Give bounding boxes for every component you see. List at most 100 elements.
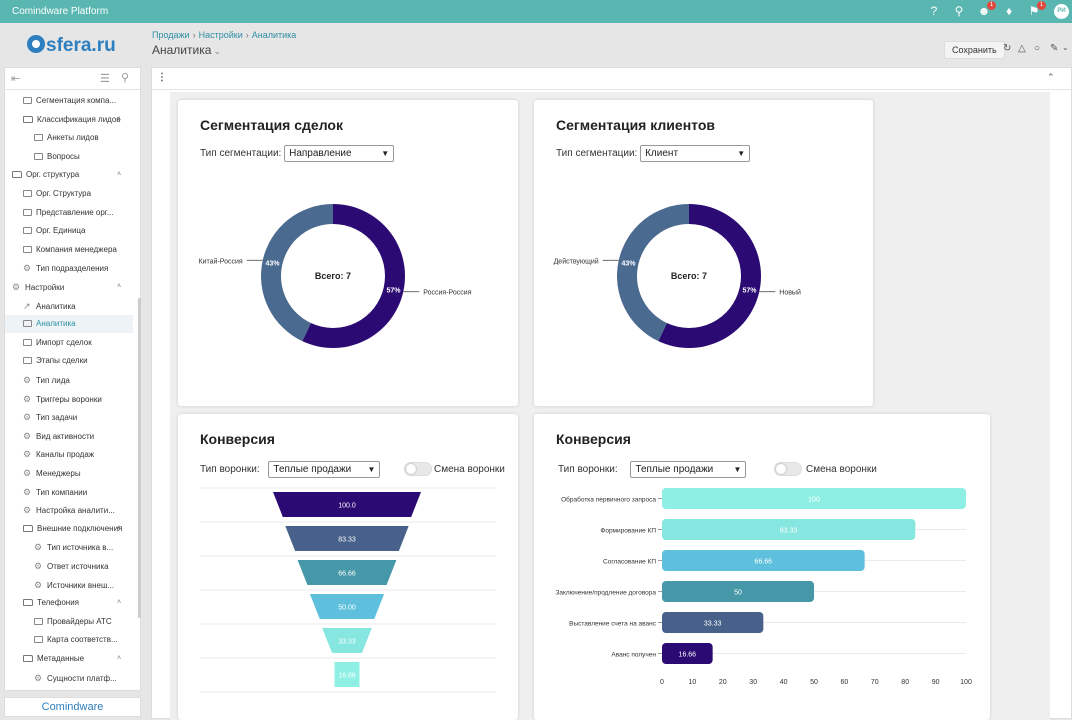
sidebar-item[interactable]: Внешние подключения ˄ — [5, 520, 133, 538]
conversion-funnel-chart: 100.0 83.33 66.66 50.00 33.33 16.66 — [200, 487, 496, 693]
change-funnel-toggle[interactable] — [404, 462, 432, 476]
flag-icon[interactable]: ⚑ 1 — [1027, 1, 1046, 18]
gear-icon: ⚙ — [12, 282, 21, 292]
save-button[interactable]: Сохранить — [944, 41, 1005, 59]
bar[interactable] — [662, 550, 865, 571]
sidebar-item[interactable]: ↗ Аналитика — [5, 297, 133, 315]
list-view-icon[interactable]: ☰ — [100, 73, 110, 85]
slice-percent-label: 57% — [386, 288, 401, 295]
funnel-segment[interactable] — [297, 560, 397, 585]
sidebar-item[interactable]: ⚙ Тип задачи — [5, 408, 133, 426]
search-icon[interactable]: ⚲ — [121, 72, 130, 84]
sidebar-item[interactable]: Карта соответств... — [5, 631, 133, 649]
donut-slice[interactable] — [617, 204, 689, 342]
bar[interactable] — [662, 612, 764, 633]
sidebar-item[interactable]: ⚙ Настройка аналити... — [5, 501, 133, 519]
sidebar-item[interactable]: ⚙ Менеджеры — [5, 464, 133, 482]
segmentation-type-select[interactable]: Направление ▼ — [284, 145, 395, 162]
sidebar-item[interactable]: ⚙ Тип компании — [5, 483, 133, 501]
gear-icon: ⚙ — [23, 430, 32, 441]
segmentation-type-label: Тип сегментации: — [200, 148, 282, 160]
collapse-sidebar-icon[interactable]: ⇤ — [11, 73, 21, 85]
breadcrumb-item[interactable]: Аналитика — [251, 30, 297, 40]
more-options-icon[interactable]: ⋮ — [157, 72, 167, 83]
sidebar-item[interactable]: ⚙ Каналы продаж — [5, 445, 133, 463]
sidebar-item-label: Метаданные — [37, 654, 85, 663]
bar[interactable] — [662, 581, 814, 602]
sidebar-item[interactable]: Импорт сделок — [5, 334, 133, 352]
chevron-down-icon[interactable]: ⌄ — [1062, 43, 1069, 52]
funnel-type-select[interactable]: Теплые продажи ▼ — [268, 461, 381, 478]
funnel-segment[interactable] — [273, 492, 421, 517]
chevron-up-icon[interactable]: ⌃ — [1047, 72, 1055, 82]
bar[interactable] — [662, 488, 966, 509]
page-header: Продажи › Настройки › Аналитика Аналитика ⌄ С… — [148, 23, 1072, 67]
sidebar-scrollbar[interactable] — [138, 298, 141, 618]
sidebar-item[interactable]: Телефония ˄ — [5, 594, 133, 612]
sidebar-item[interactable]: ⚙ Сущности платф... — [5, 669, 133, 687]
breadcrumb-item[interactable]: Настройки — [198, 30, 243, 40]
card-title: Сегментация сделок — [200, 117, 343, 133]
sidebar-item[interactable]: Компания менеджера — [5, 241, 133, 259]
x-tick-label: 70 — [871, 679, 879, 686]
sidebar-item[interactable]: ⚙ Тип лида — [5, 371, 133, 389]
sidebar-item[interactable]: ⚙ Источники внеш... — [5, 576, 133, 594]
sidebar-item[interactable]: Аналитика — [5, 315, 133, 334]
warning-icon[interactable]: △ — [1018, 43, 1026, 54]
bar-category-label: Обработка первичного запроса — [561, 496, 656, 504]
gear-icon: ⚙ — [23, 486, 32, 497]
table-icon — [23, 227, 32, 235]
sidebar-item[interactable]: ⚙ Тип подразделения — [5, 259, 133, 277]
sidebar-item[interactable]: Метаданные ˄ — [5, 650, 133, 668]
donut-slice[interactable] — [260, 204, 333, 342]
funnel-segment[interactable] — [285, 526, 409, 551]
comment-icon[interactable]: ○ — [1034, 43, 1041, 54]
sidebar-item[interactable]: Провайдеры АТС — [5, 613, 133, 631]
sidebar-item[interactable]: ⚙ Настройки ˄ — [5, 278, 133, 296]
bar[interactable] — [662, 643, 713, 664]
segmentation-type-select[interactable]: Клиент ▼ — [640, 145, 751, 162]
sidebar-item[interactable]: ⚙ Тип источника в... — [5, 538, 133, 556]
bell-icon[interactable]: ♦ — [1005, 4, 1013, 18]
help-icon[interactable]: ? — [930, 4, 938, 18]
chevron-up-icon[interactable]: ˄ — [117, 171, 122, 179]
sidebar-item[interactable]: Представление орг... — [5, 204, 133, 222]
sidebar-item[interactable]: ⚙ Вид активности — [5, 427, 133, 445]
avatar[interactable]: РИ — [1054, 4, 1069, 19]
refresh-icon[interactable]: ↻ — [1003, 43, 1012, 54]
sidebar-item[interactable]: Орг. структура ˄ — [5, 166, 133, 184]
edit-icon[interactable]: ✎ — [1050, 43, 1059, 54]
search-icon[interactable]: ⚲ — [954, 4, 964, 18]
sidebar-item[interactable]: Орг. Структура — [5, 185, 133, 203]
chevron-up-icon[interactable]: ˄ — [117, 655, 122, 662]
chevron-up-icon[interactable]: ˄ — [117, 283, 122, 290]
donut-slice[interactable] — [658, 204, 761, 348]
sidebar-item[interactable]: Классификация лидов ˄ — [5, 111, 133, 129]
sidebar-item[interactable]: Сегментация компа... — [5, 92, 133, 110]
sidebar-item[interactable]: Этапы сделки — [5, 352, 133, 370]
chevron-up-icon[interactable]: ˄ — [117, 599, 122, 607]
sidebar-item[interactable]: Анкеты лидов — [5, 129, 133, 147]
page-title[interactable]: Аналитика ⌄ — [152, 43, 221, 57]
funnel-segment[interactable] — [322, 628, 372, 653]
sidebar-item[interactable]: Вопросы — [5, 148, 133, 166]
funnel-type-select[interactable]: Теплые продажи ▼ — [630, 461, 747, 478]
sidebar-item[interactable]: Орг. Единица — [5, 222, 133, 240]
flags-badge: 1 — [1037, 1, 1046, 10]
chevron-up-icon[interactable]: ˄ — [117, 524, 122, 532]
bar[interactable] — [662, 519, 916, 540]
sidebar-item[interactable]: ⚙ Триггеры воронки — [5, 390, 133, 408]
funnel-value-label: 100.0 — [338, 503, 356, 510]
funnel-segment[interactable] — [334, 662, 360, 687]
change-funnel-toggle[interactable] — [774, 462, 802, 476]
company-logo[interactable]: sfera.ru — [0, 23, 148, 67]
sidebar-item[interactable]: ⚙ Ответ источника — [5, 557, 133, 575]
clients-segmentation-card: Сегментация клиентов Тип сегментации: Кл… — [534, 100, 873, 406]
donut-slice[interactable] — [302, 204, 405, 348]
users-icon[interactable]: ☻ 1 — [977, 1, 996, 18]
chevron-up-icon[interactable]: ˄ — [117, 115, 122, 123]
gear-icon: ⚙ — [23, 505, 32, 516]
breadcrumb-item[interactable]: Продажи — [152, 30, 190, 40]
funnel-segment[interactable] — [309, 594, 385, 619]
